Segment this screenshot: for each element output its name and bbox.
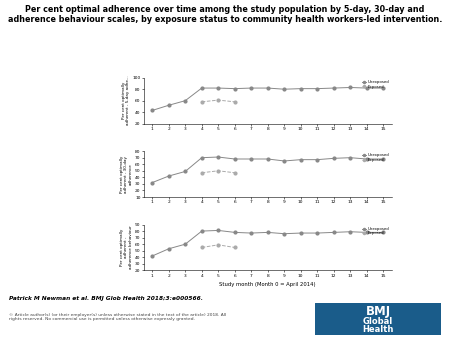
Text: Global: Global	[363, 317, 393, 325]
Text: © Article author(s) (or their employer(s) unless otherwise stated in the text of: © Article author(s) (or their employer(s…	[9, 313, 226, 321]
Legend: Unexposed, Exposed: Unexposed, Exposed	[361, 226, 390, 236]
Text: Patrick M Newman et al. BMJ Glob Health 2018;3:e000566.: Patrick M Newman et al. BMJ Glob Health …	[9, 296, 203, 301]
Legend: Unexposed, Exposed: Unexposed, Exposed	[361, 80, 390, 89]
Y-axis label: Per cent optimally
adherent - 5-day adhe...: Per cent optimally adherent - 5-day adhe…	[122, 76, 130, 125]
Legend: Unexposed, Exposed: Unexposed, Exposed	[361, 153, 390, 163]
Text: Health: Health	[362, 325, 394, 334]
Y-axis label: Per cent optimally
adherent - 30-day
adherence: Per cent optimally adherent - 30-day adh…	[120, 155, 133, 193]
Y-axis label: Per cent optimally
adherent -
adherence behaviour: Per cent optimally adherent - adherence …	[120, 225, 133, 269]
Text: BMJ: BMJ	[365, 305, 391, 318]
Text: Per cent optimal adherence over time among the study population by 5-day, 30-day: Per cent optimal adherence over time amo…	[8, 5, 442, 24]
Text: Study month (Month 0 = April 2014): Study month (Month 0 = April 2014)	[220, 282, 316, 287]
